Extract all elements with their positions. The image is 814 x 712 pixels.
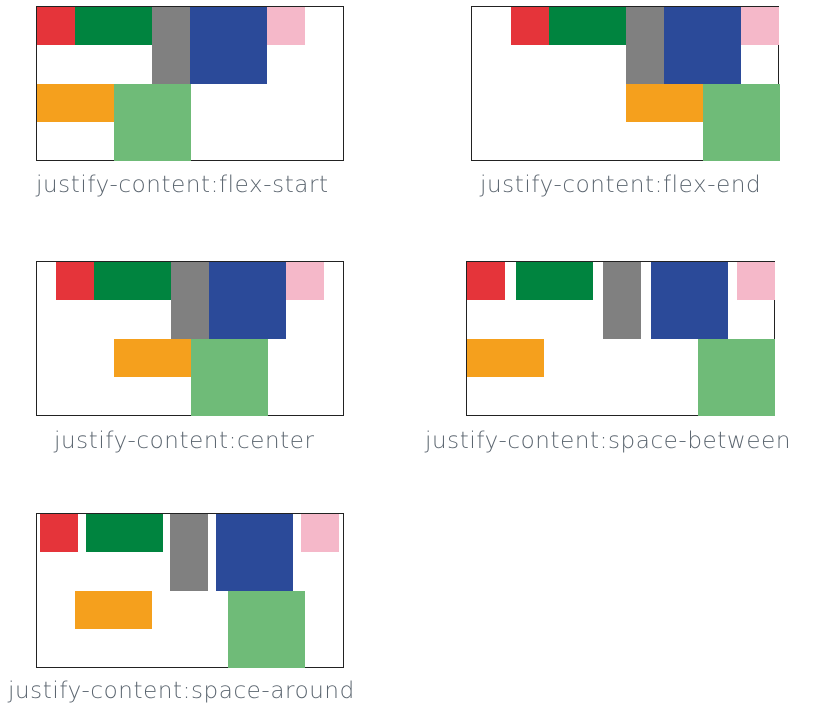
blue-box: [190, 7, 267, 84]
dark-green-box: [516, 262, 593, 300]
diagram-center: [36, 261, 344, 416]
pink-box: [737, 262, 775, 300]
gray-box: [170, 514, 208, 591]
orange-box: [626, 84, 703, 122]
blue-box: [216, 514, 293, 591]
pink-box: [741, 7, 779, 45]
gray-box: [152, 7, 190, 84]
diagram-space-around: [36, 513, 344, 668]
pink-box: [286, 262, 324, 300]
light-green-box: [114, 84, 191, 161]
diagram-flex-end: [471, 6, 780, 161]
caption-flex-start: justify-content:flex-start: [36, 172, 329, 198]
orange-box: [75, 591, 152, 629]
pink-box: [301, 514, 339, 552]
red-box: [37, 7, 75, 45]
blue-box: [651, 262, 728, 339]
blue-box: [664, 7, 741, 84]
orange-box: [37, 84, 114, 122]
gray-box: [171, 262, 209, 339]
red-box: [40, 514, 78, 552]
orange-box: [467, 339, 544, 377]
gray-box: [603, 262, 641, 339]
light-green-box: [703, 84, 780, 161]
light-green-box: [698, 339, 775, 416]
orange-box: [114, 339, 191, 377]
dark-green-box: [94, 262, 171, 300]
caption-space-between: justify-content:space-between: [425, 428, 791, 454]
caption-flex-end: justify-content:flex-end: [480, 172, 762, 198]
red-box: [467, 262, 505, 300]
red-box: [511, 7, 549, 45]
caption-center: justify-content:center: [54, 428, 315, 454]
diagram-flex-start: [36, 6, 344, 161]
dark-green-box: [75, 7, 152, 45]
pink-box: [267, 7, 305, 45]
light-green-box: [228, 591, 305, 668]
dark-green-box: [549, 7, 626, 45]
light-green-box: [191, 339, 268, 416]
dark-green-box: [86, 514, 163, 552]
caption-space-around: justify-content:space-around: [8, 678, 355, 704]
gray-box: [626, 7, 664, 84]
diagram-space-between: [466, 261, 775, 416]
blue-box: [209, 262, 286, 339]
red-box: [56, 262, 94, 300]
